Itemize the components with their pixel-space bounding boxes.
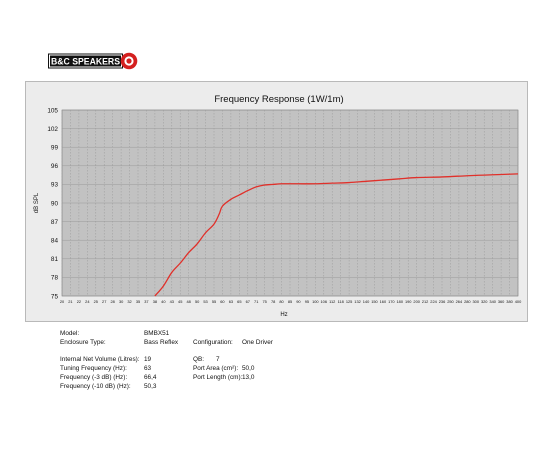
port-area-value: 50,0	[242, 365, 255, 372]
x-tick-label: 40	[161, 299, 166, 304]
x-tick-label: 250	[447, 299, 454, 304]
y-tick-label: 87	[51, 219, 59, 226]
x-tick-label: 55	[212, 299, 216, 304]
x-tick-label: 224	[430, 299, 437, 304]
tuning-frequency-value: 63	[144, 365, 152, 372]
x-tick-label: 190	[405, 299, 412, 304]
y-axis-label: dB SPL	[34, 192, 40, 213]
chart-panel: Frequency Response (1W/1m) 75 78 81 84 87 90 9…	[25, 81, 528, 322]
y-tick-label: 78	[51, 275, 59, 282]
y-tick-label: 84	[51, 238, 59, 245]
x-tick-label: 85	[288, 299, 292, 304]
x-tick-label: 21	[68, 299, 72, 304]
x-tick-label: 180	[397, 299, 404, 304]
logo-text: B&C SPEAKERS	[51, 56, 120, 67]
x-tick-label: 140	[363, 299, 370, 304]
x-tick-label: 280	[464, 299, 471, 304]
enclosure-type-label: Enclosure Type:	[60, 339, 106, 346]
x-tick-label: 27	[102, 299, 106, 304]
x-tick-label: 125	[346, 299, 353, 304]
configuration-label: Configuration:	[193, 339, 233, 346]
x-tick-label: 340	[489, 299, 496, 304]
x-tick-label: 50	[195, 299, 200, 304]
x-tick-label: 360	[498, 299, 505, 304]
x-tick-label: 75	[263, 299, 267, 304]
x-tick-label: 300	[473, 299, 480, 304]
model-label: Model:	[60, 330, 80, 337]
x-tick-label: 53	[203, 299, 207, 304]
y-tick-label: 81	[51, 256, 59, 263]
model-value: BMBX51	[144, 330, 170, 337]
bc-speakers-logo: B&C SPEAKERS	[48, 52, 138, 70]
internal-net-volume-value: 19	[144, 356, 152, 363]
x-tick-label: 160	[380, 299, 387, 304]
x-tick-label: 118	[338, 299, 344, 304]
tuning-frequency-label: Tuning Frequency (Hz):	[60, 365, 127, 372]
x-tick-label: 200	[413, 299, 420, 304]
x-tick-label: 80	[279, 299, 284, 304]
qb-label: QB:	[193, 356, 205, 363]
frequency-10db-label: Frequency (-10 dB) (Hz):	[60, 383, 131, 390]
frequency-10db-value: 50,3	[144, 383, 157, 390]
internal-net-volume-label: Internal Net Volume (Litres):	[60, 356, 140, 363]
x-tick-label: 45	[178, 299, 182, 304]
frequency-response-chart: Frequency Response (1W/1m) 75 78 81 84 87 90 9…	[34, 94, 522, 318]
port-area-label: Port Area (cm²):	[193, 365, 239, 372]
x-tick-label: 48	[187, 299, 191, 304]
y-tick-label: 96	[51, 163, 59, 170]
x-tick-label: 100	[312, 299, 319, 304]
specs-panel: Model: BMBX51 Enclosure Type: Bass Refle…	[60, 330, 520, 400]
y-tick-label: 102	[47, 126, 58, 133]
x-tick-label: 90	[296, 299, 301, 304]
x-tick-label: 400	[515, 299, 522, 304]
y-tick-label: 99	[51, 145, 59, 152]
x-tick-label: 65	[237, 299, 241, 304]
x-tick-label: 106	[321, 299, 328, 304]
x-tick-label: 78	[271, 299, 275, 304]
x-tick-label: 112	[329, 299, 335, 304]
y-tick-label: 90	[51, 200, 59, 207]
x-tick-label: 60	[220, 299, 225, 304]
frequency-3db-value: 66,4	[144, 374, 157, 381]
x-tick-label: 63	[229, 299, 233, 304]
x-tick-label: 320	[481, 299, 488, 304]
x-tick-label: 380	[506, 299, 513, 304]
y-tick-label: 75	[51, 293, 59, 300]
x-tick-label: 170	[388, 299, 395, 304]
x-tick-label: 67	[246, 299, 250, 304]
x-tick-label: 38	[153, 299, 157, 304]
x-tick-label: 37	[144, 299, 148, 304]
chart-title: Frequency Response (1W/1m)	[214, 94, 343, 105]
x-tick-label: 43	[170, 299, 174, 304]
x-tick-label: 132	[354, 299, 361, 304]
x-tick-label: 30	[119, 299, 124, 304]
x-tick-label: 24	[85, 299, 90, 304]
port-length-label: Port Length (cm):	[193, 374, 243, 381]
x-tick-label: 236	[439, 299, 446, 304]
x-tick-label: 95	[305, 299, 309, 304]
x-tick-label: 28	[111, 299, 115, 304]
x-tick-label: 35	[136, 299, 140, 304]
port-length-value: 13,0	[242, 374, 255, 381]
x-tick-label: 22	[77, 299, 81, 304]
x-tick-label: 20	[60, 299, 65, 304]
x-tick-labels: 20 21 22 24 25 27 28 30 32 35 37 38 40 43 45 48 50 53 55 60…	[60, 299, 522, 304]
configuration-value: One Driver	[242, 339, 273, 346]
y-tick-label: 105	[47, 107, 58, 114]
x-tick-label: 25	[94, 299, 98, 304]
x-tick-label: 150	[371, 299, 378, 304]
frequency-response-line	[154, 173, 519, 297]
qb-value: 7	[216, 356, 220, 363]
y-tick-label: 93	[51, 182, 59, 189]
y-tick-labels: 75 78 81 84 87 90 93 96 99 102 105	[47, 107, 58, 300]
x-tick-label: 32	[127, 299, 131, 304]
x-tick-label: 71	[254, 299, 258, 304]
frequency-3db-label: Frequency (-3 dB) (Hz):	[60, 374, 128, 381]
x-axis-label: Hz	[280, 312, 287, 318]
x-tick-label: 212	[422, 299, 429, 304]
x-tick-label: 264	[456, 299, 463, 304]
enclosure-type-value: Bass Reflex	[144, 339, 179, 346]
